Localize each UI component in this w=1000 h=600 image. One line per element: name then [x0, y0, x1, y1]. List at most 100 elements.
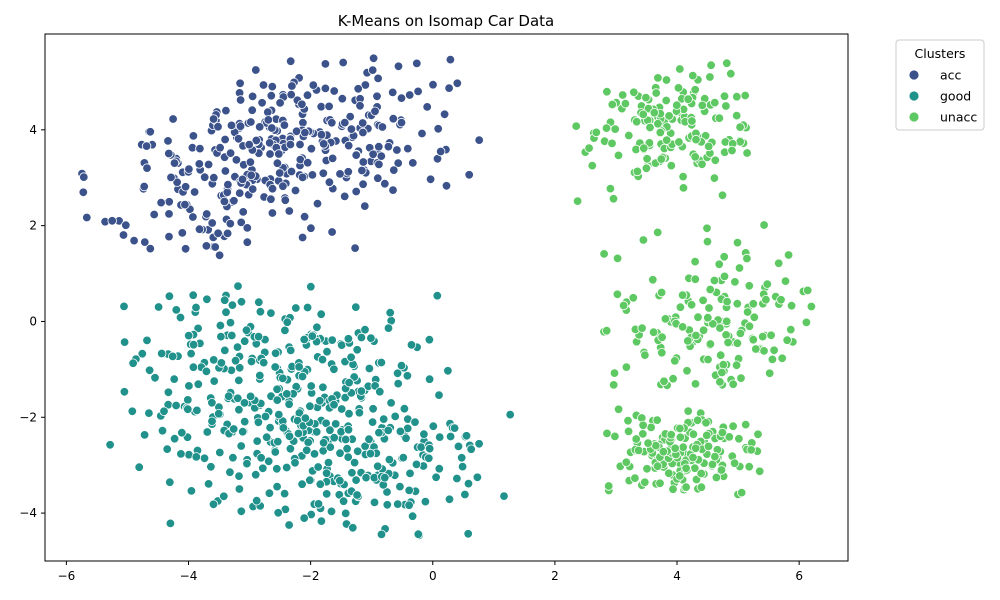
- data-point-good: [402, 371, 413, 381]
- data-point-good: [127, 406, 138, 417]
- data-point-unacc: [613, 150, 624, 161]
- data-point-good: [374, 427, 384, 438]
- data-point-unacc: [722, 296, 732, 307]
- data-point-acc: [287, 81, 297, 91]
- data-point-unacc: [717, 427, 728, 438]
- data-point-good: [505, 409, 515, 420]
- data-point-acc: [358, 179, 368, 189]
- data-point-good: [323, 457, 334, 468]
- data-point-acc: [316, 101, 326, 112]
- data-point-acc: [257, 98, 267, 108]
- data-point-unacc: [638, 420, 648, 431]
- data-point-unacc: [703, 354, 713, 365]
- data-point-acc: [139, 181, 149, 192]
- data-point-acc: [263, 107, 273, 117]
- data-point-good: [265, 422, 275, 433]
- data-point-acc: [346, 124, 357, 134]
- data-point-good: [384, 454, 395, 465]
- data-point-unacc: [666, 430, 676, 440]
- data-point-acc: [225, 218, 236, 229]
- data-point-good: [270, 362, 280, 372]
- data-point-unacc: [710, 155, 721, 166]
- data-point-good: [376, 357, 387, 368]
- data-point-good: [452, 473, 462, 484]
- data-point-good: [432, 291, 443, 301]
- y-tick-label: 0: [29, 314, 37, 328]
- data-point-unacc: [693, 312, 703, 322]
- data-point-good: [315, 396, 325, 406]
- data-point-acc: [214, 250, 225, 261]
- data-point-unacc: [608, 194, 619, 204]
- data-point-unacc: [613, 404, 624, 415]
- data-point-good: [128, 358, 138, 368]
- data-point-acc: [290, 185, 301, 196]
- data-point-good: [183, 395, 193, 405]
- x-tick-label: 2: [551, 569, 559, 583]
- data-point-good: [282, 462, 292, 473]
- data-point-acc: [188, 131, 199, 141]
- data-point-acc: [368, 65, 378, 75]
- data-point-unacc: [678, 442, 688, 452]
- data-point-acc: [275, 168, 285, 178]
- data-point-good: [460, 489, 470, 500]
- data-point-good: [453, 441, 464, 452]
- data-point-acc: [246, 170, 256, 181]
- data-point-unacc: [731, 360, 742, 370]
- data-point-acc: [184, 164, 194, 174]
- data-point-good: [352, 345, 362, 355]
- data-point-acc: [417, 128, 427, 139]
- data-point-good: [341, 434, 351, 445]
- data-point-good: [369, 497, 380, 508]
- data-point-unacc: [740, 90, 750, 101]
- data-point-unacc: [728, 421, 738, 431]
- legend-title: Clusters: [915, 46, 966, 61]
- data-point-acc: [335, 169, 345, 179]
- data-point-unacc: [719, 91, 730, 101]
- data-point-unacc: [715, 323, 725, 333]
- data-point-acc: [194, 224, 205, 234]
- data-point-unacc: [688, 429, 699, 439]
- data-point-good: [236, 441, 246, 451]
- data-point-good: [264, 456, 274, 467]
- data-point-unacc: [683, 94, 693, 104]
- data-point-good: [300, 413, 311, 423]
- data-point-acc: [118, 230, 129, 240]
- legend-label-acc: acc: [940, 68, 962, 83]
- data-point-unacc: [766, 330, 776, 341]
- data-point-unacc: [732, 237, 743, 248]
- y-tick-label: −4: [19, 506, 37, 520]
- data-point-good: [325, 425, 335, 435]
- data-point-good: [169, 374, 179, 384]
- data-point-unacc: [698, 325, 709, 336]
- data-point-acc: [324, 177, 335, 187]
- data-point-good: [368, 404, 378, 414]
- data-point-unacc: [610, 124, 620, 134]
- data-point-acc: [393, 158, 403, 168]
- data-point-good: [335, 448, 345, 458]
- data-point-acc: [345, 111, 355, 122]
- data-point-acc: [169, 158, 180, 168]
- data-point-unacc: [691, 443, 701, 454]
- data-point-good: [321, 468, 332, 478]
- data-point-acc: [433, 124, 443, 134]
- data-point-unacc: [607, 138, 617, 149]
- data-point-good: [105, 440, 115, 450]
- data-point-acc: [265, 149, 275, 159]
- data-point-good: [312, 322, 322, 333]
- data-point-unacc: [642, 154, 652, 164]
- data-point-unacc: [632, 166, 643, 177]
- data-point-unacc: [710, 97, 720, 108]
- data-point-unacc: [734, 434, 744, 444]
- data-point-acc: [235, 121, 246, 131]
- data-point-unacc: [690, 379, 701, 389]
- data-point-unacc: [687, 116, 697, 126]
- data-point-unacc: [702, 430, 712, 441]
- data-point-acc: [441, 181, 452, 191]
- data-point-good: [201, 366, 212, 377]
- data-point-unacc: [639, 143, 649, 153]
- data-point-acc: [201, 241, 212, 251]
- data-point-unacc: [774, 258, 784, 269]
- data-point-acc: [203, 159, 214, 170]
- data-point-acc: [222, 228, 233, 239]
- data-point-good: [213, 409, 224, 419]
